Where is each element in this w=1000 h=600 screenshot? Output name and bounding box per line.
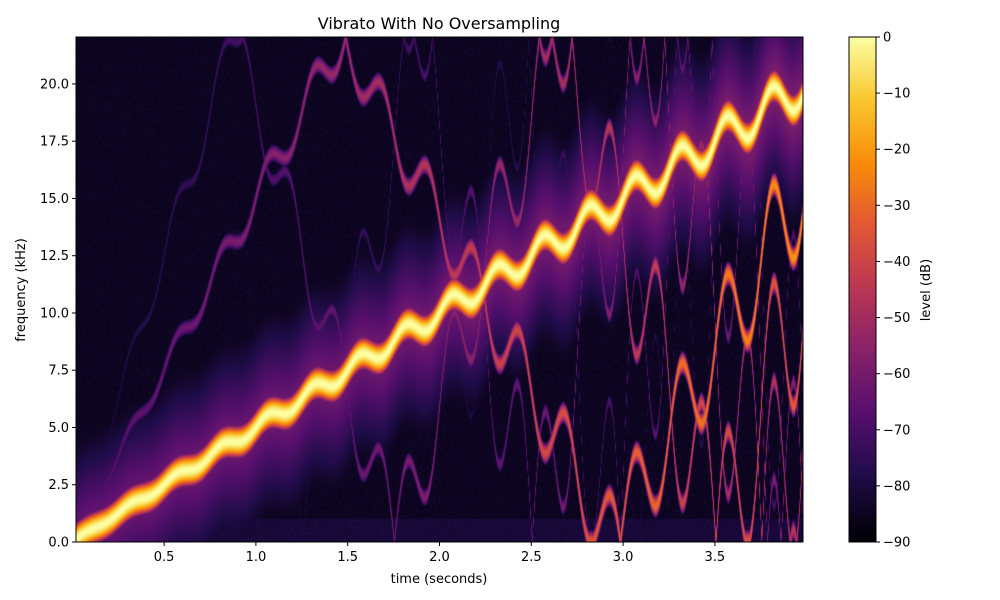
y-axis-label: frequency (kHz) (14, 238, 29, 342)
colorbar-tick-label: −30 (883, 199, 910, 214)
x-tick-label: 2.0 (429, 550, 450, 565)
y-tick-label: 2.5 (48, 478, 69, 493)
colorbar-tick-label: 0 (883, 31, 891, 46)
x-tick-label: 0.5 (154, 550, 175, 565)
x-tick-label: 3.5 (705, 550, 726, 565)
y-tick-label: 10.0 (40, 306, 69, 321)
colorbar-tick-label: −60 (883, 367, 910, 382)
y-tick-label: 7.5 (48, 364, 69, 379)
y-tick-label: 12.5 (40, 249, 69, 264)
colorbar-tick-label: −70 (883, 423, 910, 438)
x-tick-label: 1.0 (246, 550, 267, 565)
y-tick-label: 20.0 (40, 77, 69, 92)
colorbar-tick-label: −10 (883, 87, 910, 102)
colorbar-tick-label: −40 (883, 255, 910, 270)
x-axis-label: time (seconds) (391, 572, 488, 587)
y-tick-label: 0.0 (48, 536, 69, 551)
colorbar-tick-label: −20 (883, 143, 910, 158)
spectrogram-heatmap (76, 37, 803, 542)
spectrogram-figure: Vibrato With No Oversampling 0.5 1.0 1.5 2.… (0, 0, 1000, 600)
colorbar-gradient (849, 37, 876, 542)
x-tick-label: 2.5 (521, 550, 542, 565)
colorbar-label: level (dB) (919, 259, 934, 321)
chart-title: Vibrato With No Oversampling (318, 14, 561, 33)
y-tick-label: 5.0 (48, 421, 69, 436)
y-tick-label: 15.0 (40, 192, 69, 207)
y-tick-label: 17.5 (40, 135, 69, 150)
colorbar-tick-label: −50 (883, 311, 910, 326)
colorbar-tick-label: −80 (883, 479, 910, 494)
plot-area (76, 37, 803, 542)
x-tick-label: 3.0 (613, 550, 634, 565)
x-tick-label: 1.5 (337, 550, 358, 565)
colorbar-tick-label: −90 (883, 536, 910, 551)
